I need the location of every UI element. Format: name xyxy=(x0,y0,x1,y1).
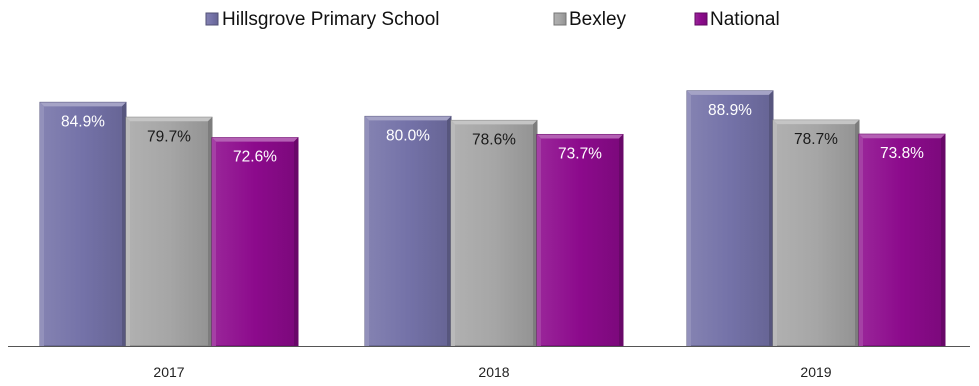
bar-bevel-right xyxy=(769,90,773,347)
data-label: 78.7% xyxy=(794,131,838,148)
bar-bevel-left xyxy=(212,137,216,346)
bar-national-2019: 73.8% xyxy=(858,133,946,347)
bar-body xyxy=(772,119,860,347)
bar-hillsgrove-primary-school-2019: 88.9% xyxy=(686,90,774,347)
bar-body xyxy=(450,119,538,347)
data-label: 80.0% xyxy=(386,127,430,144)
bar-bevel-top xyxy=(365,116,451,121)
bar-body xyxy=(125,116,213,347)
bar-bevel-right xyxy=(533,120,537,346)
legend-label-hillsgrove-primary-school: Hillsgrove Primary School xyxy=(222,9,440,30)
x-tick-label-2017: 2017 xyxy=(153,364,184,380)
bar-bevel-top xyxy=(859,134,945,139)
bar-bevel-left xyxy=(773,120,777,346)
x-axis-ticks: 2017 2018 2019 xyxy=(153,364,831,380)
bar-bexley-2017: 79.7% xyxy=(125,116,213,347)
bar-bexley-2019: 78.7% xyxy=(772,119,860,347)
bar-bevel-left xyxy=(40,102,44,346)
bar-bevel-left xyxy=(451,120,455,346)
bar-bevel-right xyxy=(855,120,859,346)
bar-hillsgrove-primary-school-2017: 84.9% xyxy=(39,101,127,347)
data-label: 72.6% xyxy=(233,149,277,166)
bars-group: 84.9% 79.7% 72.6% 80.0% 78.6% 73.7% 88.9% 78.7%… xyxy=(39,90,946,347)
bar-bevel-top xyxy=(212,137,298,142)
data-label: 84.9% xyxy=(61,113,105,130)
bar-bevel-left xyxy=(859,134,863,346)
bar-body xyxy=(686,90,774,347)
bar-national-2017: 72.6% xyxy=(211,137,299,347)
bar-bexley-2018: 78.6% xyxy=(450,119,538,347)
bar-bevel-top xyxy=(40,102,126,107)
data-label: 78.6% xyxy=(472,131,516,148)
legend-label-bexley: Bexley xyxy=(569,9,627,30)
bar-bevel-right xyxy=(447,116,451,347)
bar-bevel-right xyxy=(619,134,623,346)
bar-bevel-right xyxy=(941,134,945,346)
bar-body xyxy=(39,101,127,347)
bar-body xyxy=(364,115,452,347)
legend-swatch-bexley xyxy=(553,12,567,26)
bar-bevel-left xyxy=(126,117,130,346)
bar-national-2018: 73.7% xyxy=(536,133,624,347)
legend: Hillsgrove Primary School Bexley National xyxy=(205,9,780,30)
legend-swatch-hillsgrove-primary-school xyxy=(205,12,219,26)
bar-bevel-top xyxy=(537,134,623,139)
data-label: 79.7% xyxy=(147,128,191,145)
bar-body xyxy=(858,133,946,347)
bar-bevel-top xyxy=(451,120,537,125)
data-label: 88.9% xyxy=(708,102,752,119)
x-tick-label-2019: 2019 xyxy=(800,364,831,380)
legend-label-national: National xyxy=(710,9,780,30)
bar-bevel-right xyxy=(122,102,126,346)
bar-bevel-left xyxy=(687,90,691,347)
bar-body xyxy=(211,137,299,347)
bar-bevel-top xyxy=(126,117,212,122)
bar-bevel-right xyxy=(294,137,298,346)
bar-bevel-left xyxy=(365,116,369,347)
data-label: 73.8% xyxy=(880,145,924,162)
bar-hillsgrove-primary-school-2018: 80.0% xyxy=(364,115,452,347)
data-label: 73.7% xyxy=(558,145,602,162)
bar-bevel-top xyxy=(773,120,859,125)
x-tick-label-2018: 2018 xyxy=(478,364,509,380)
bar-bevel-right xyxy=(208,117,212,346)
bar-bevel-top xyxy=(687,90,773,95)
bar-bevel-left xyxy=(537,134,541,346)
bar-body xyxy=(536,133,624,347)
legend-swatch-national xyxy=(694,12,708,26)
